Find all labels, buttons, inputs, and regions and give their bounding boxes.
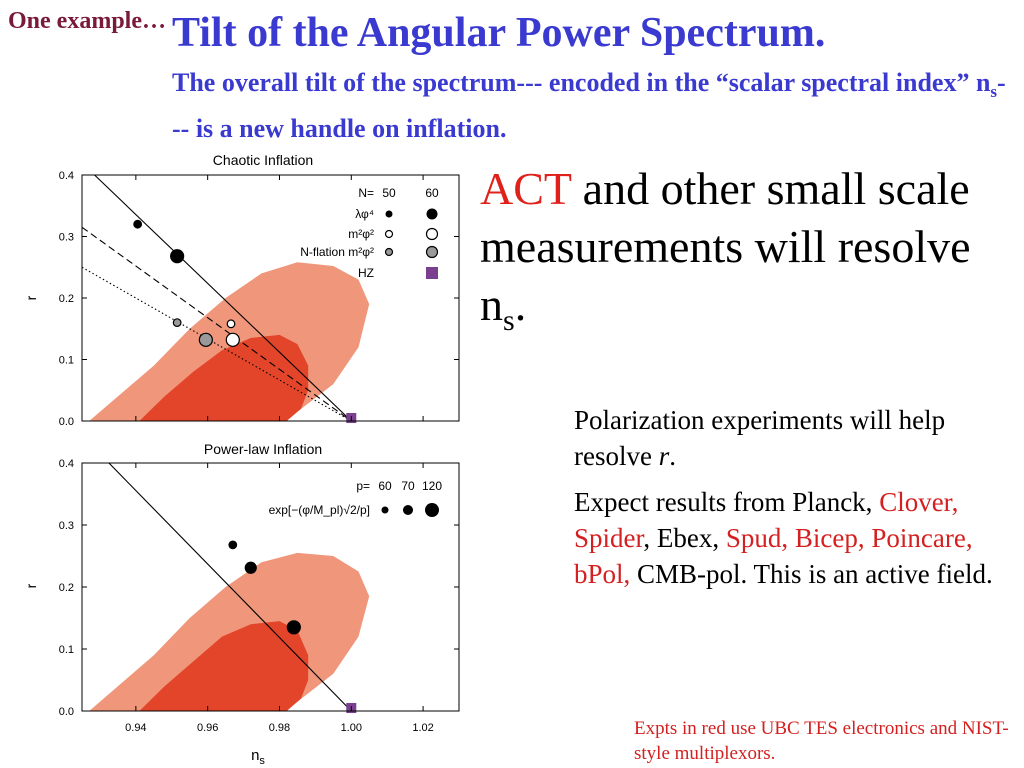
para2-a: Expect results from Planck,	[574, 487, 880, 517]
legend1-marker-m2-50	[384, 229, 394, 239]
panel2-contours	[89, 552, 370, 711]
legend2-p60: 60	[378, 479, 392, 493]
legend1-row3: N-flation m²φ²	[300, 245, 374, 259]
panel1-yticks: 0.0 0.1 0.2 0.3 0.4	[59, 170, 459, 428]
x-tick-label: 1.02	[412, 722, 433, 734]
polarization-para2: Expect results from Planck, Clover, Spid…	[574, 484, 994, 592]
y-tick-label: 0.3	[59, 232, 74, 244]
legend1-row4: HZ	[358, 266, 374, 280]
panel2-legend: p= 60 70 120 exp[−(φ/M_pl)√2/p]	[269, 479, 442, 517]
x-tick-label: 0.96	[197, 722, 218, 734]
xlabel-main: n	[251, 747, 259, 764]
subtitle-part2: --- is a new handle on inflation.	[172, 68, 1006, 144]
para1-text: Polarization experiments will help resol…	[574, 405, 946, 471]
model-line-solid	[94, 175, 352, 421]
data-point	[172, 318, 182, 328]
legend1-n60: 60	[425, 186, 439, 200]
model-line-solid	[108, 463, 352, 711]
legend1-marker-m2-60	[425, 227, 439, 241]
legend2-marker-60	[381, 506, 389, 514]
legend2-row: exp[−(φ/M_pl)√2/p]	[269, 503, 370, 517]
y-tick-label: 0.1	[59, 644, 74, 656]
y-tick-label: 0.4	[59, 170, 74, 182]
legend1-marker-hz	[426, 267, 438, 279]
slide-subtitle: The overall tilt of the spectrum--- enco…	[172, 64, 1012, 147]
para1-italic: r	[658, 441, 670, 471]
data-point	[170, 249, 185, 264]
legend1-row1: λφ⁴	[355, 207, 374, 221]
panel1-legend: N= 50 60 λφ⁴ m²φ² N-flation m²φ² HZ	[300, 186, 439, 280]
legend1-header: N=	[358, 186, 374, 200]
y-tick-label: 0.3	[59, 520, 74, 532]
x-tick-label: 1.00	[341, 722, 362, 734]
y-tick-label: 0.1	[59, 355, 74, 367]
legend2-header: p=	[356, 479, 370, 493]
contour-68	[139, 334, 309, 421]
legend2-marker-70	[403, 505, 413, 515]
panel2-yticks: 0.0 0.1 0.2 0.3 0.4	[59, 458, 459, 718]
panel2: 0.0 0.1 0.2 0.3 0.4 0.94 0.96 0.98 1.00 1.02 r n…	[23, 458, 460, 767]
y-tick-label: 0.2	[59, 582, 74, 594]
act-end: .	[514, 279, 527, 330]
legend1-marker-lphi4-50	[385, 210, 393, 218]
para2-c: CMB-pol. This is an active field.	[630, 559, 993, 589]
data-point	[228, 540, 238, 550]
panel2-title: Power-law Inflation	[204, 441, 322, 457]
act-rest: and other small scale measurements will …	[480, 163, 971, 330]
panel1-lines	[82, 175, 352, 421]
para2-b: , Ebex,	[643, 523, 726, 553]
act-label: ACT	[480, 163, 572, 214]
panel1-ylabel: r	[23, 295, 39, 300]
panel2-xlabel: ns	[251, 747, 265, 767]
legend1-n50: 50	[382, 186, 396, 200]
panel1-points	[133, 175, 424, 423]
contour-68	[139, 621, 309, 711]
model-line-dashed	[82, 226, 352, 421]
para2-red2: Spud, Bicep, Poincare, bPol,	[574, 523, 973, 589]
legend2-p70: 70	[401, 479, 415, 493]
legend1-marker-nflation-50	[384, 247, 394, 257]
panel2-ylabel: r	[23, 583, 39, 588]
data-point	[225, 332, 240, 347]
panel2-lines	[108, 463, 352, 711]
panel1: 0.0 0.1 0.2 0.3 0.4 r N= 50 60 λφ⁴ m²φ² N-fl…	[23, 170, 460, 428]
panel1-title: Chaotic Inflation	[213, 152, 313, 168]
panel2-xticks: 0.94 0.96 0.98 1.00 1.02	[125, 463, 434, 734]
slide-title: Tilt of the Angular Power Spectrum.	[172, 10, 826, 56]
legend2-p120: 120	[422, 479, 442, 493]
legend1-marker-nflation-60	[425, 245, 439, 259]
para1-end: .	[669, 441, 676, 471]
xlabel-sub: s	[259, 755, 265, 767]
y-tick-label: 0.0	[59, 416, 74, 428]
y-tick-label: 0.0	[59, 706, 74, 718]
para2-red1: Clover, Spider	[574, 487, 959, 553]
data-point	[226, 319, 236, 329]
data-point	[244, 561, 257, 574]
subtitle-part1: The overall tilt of the spectrum--- enco…	[172, 68, 991, 97]
polarization-para1: Polarization experiments will help resol…	[574, 402, 994, 474]
data-point	[198, 332, 213, 347]
corner-label: One example…	[8, 8, 166, 34]
polarization-text: Polarization experiments will help resol…	[574, 402, 994, 602]
inflation-figure: Chaotic Inflation 0.0 0.1 0.2 0.3 0.4 r N= 5…	[23, 152, 460, 767]
x-tick-label: 0.94	[125, 722, 146, 734]
y-tick-label: 0.2	[59, 293, 74, 305]
subtitle-sub: s	[990, 82, 998, 102]
legend2-marker-120	[425, 503, 439, 517]
data-point	[133, 219, 143, 229]
x-tick-label: 0.98	[269, 722, 290, 734]
legend1-marker-lphi4-60	[426, 208, 438, 220]
legend1-row2: m²φ²	[348, 227, 374, 241]
act-statement: ACT and other small scale measurements w…	[480, 160, 1020, 350]
act-sub: s	[503, 304, 515, 338]
data-point	[286, 620, 301, 635]
footnote: Expts in red use UBC TES electronics and…	[634, 718, 1009, 764]
y-tick-label: 0.4	[59, 458, 74, 470]
